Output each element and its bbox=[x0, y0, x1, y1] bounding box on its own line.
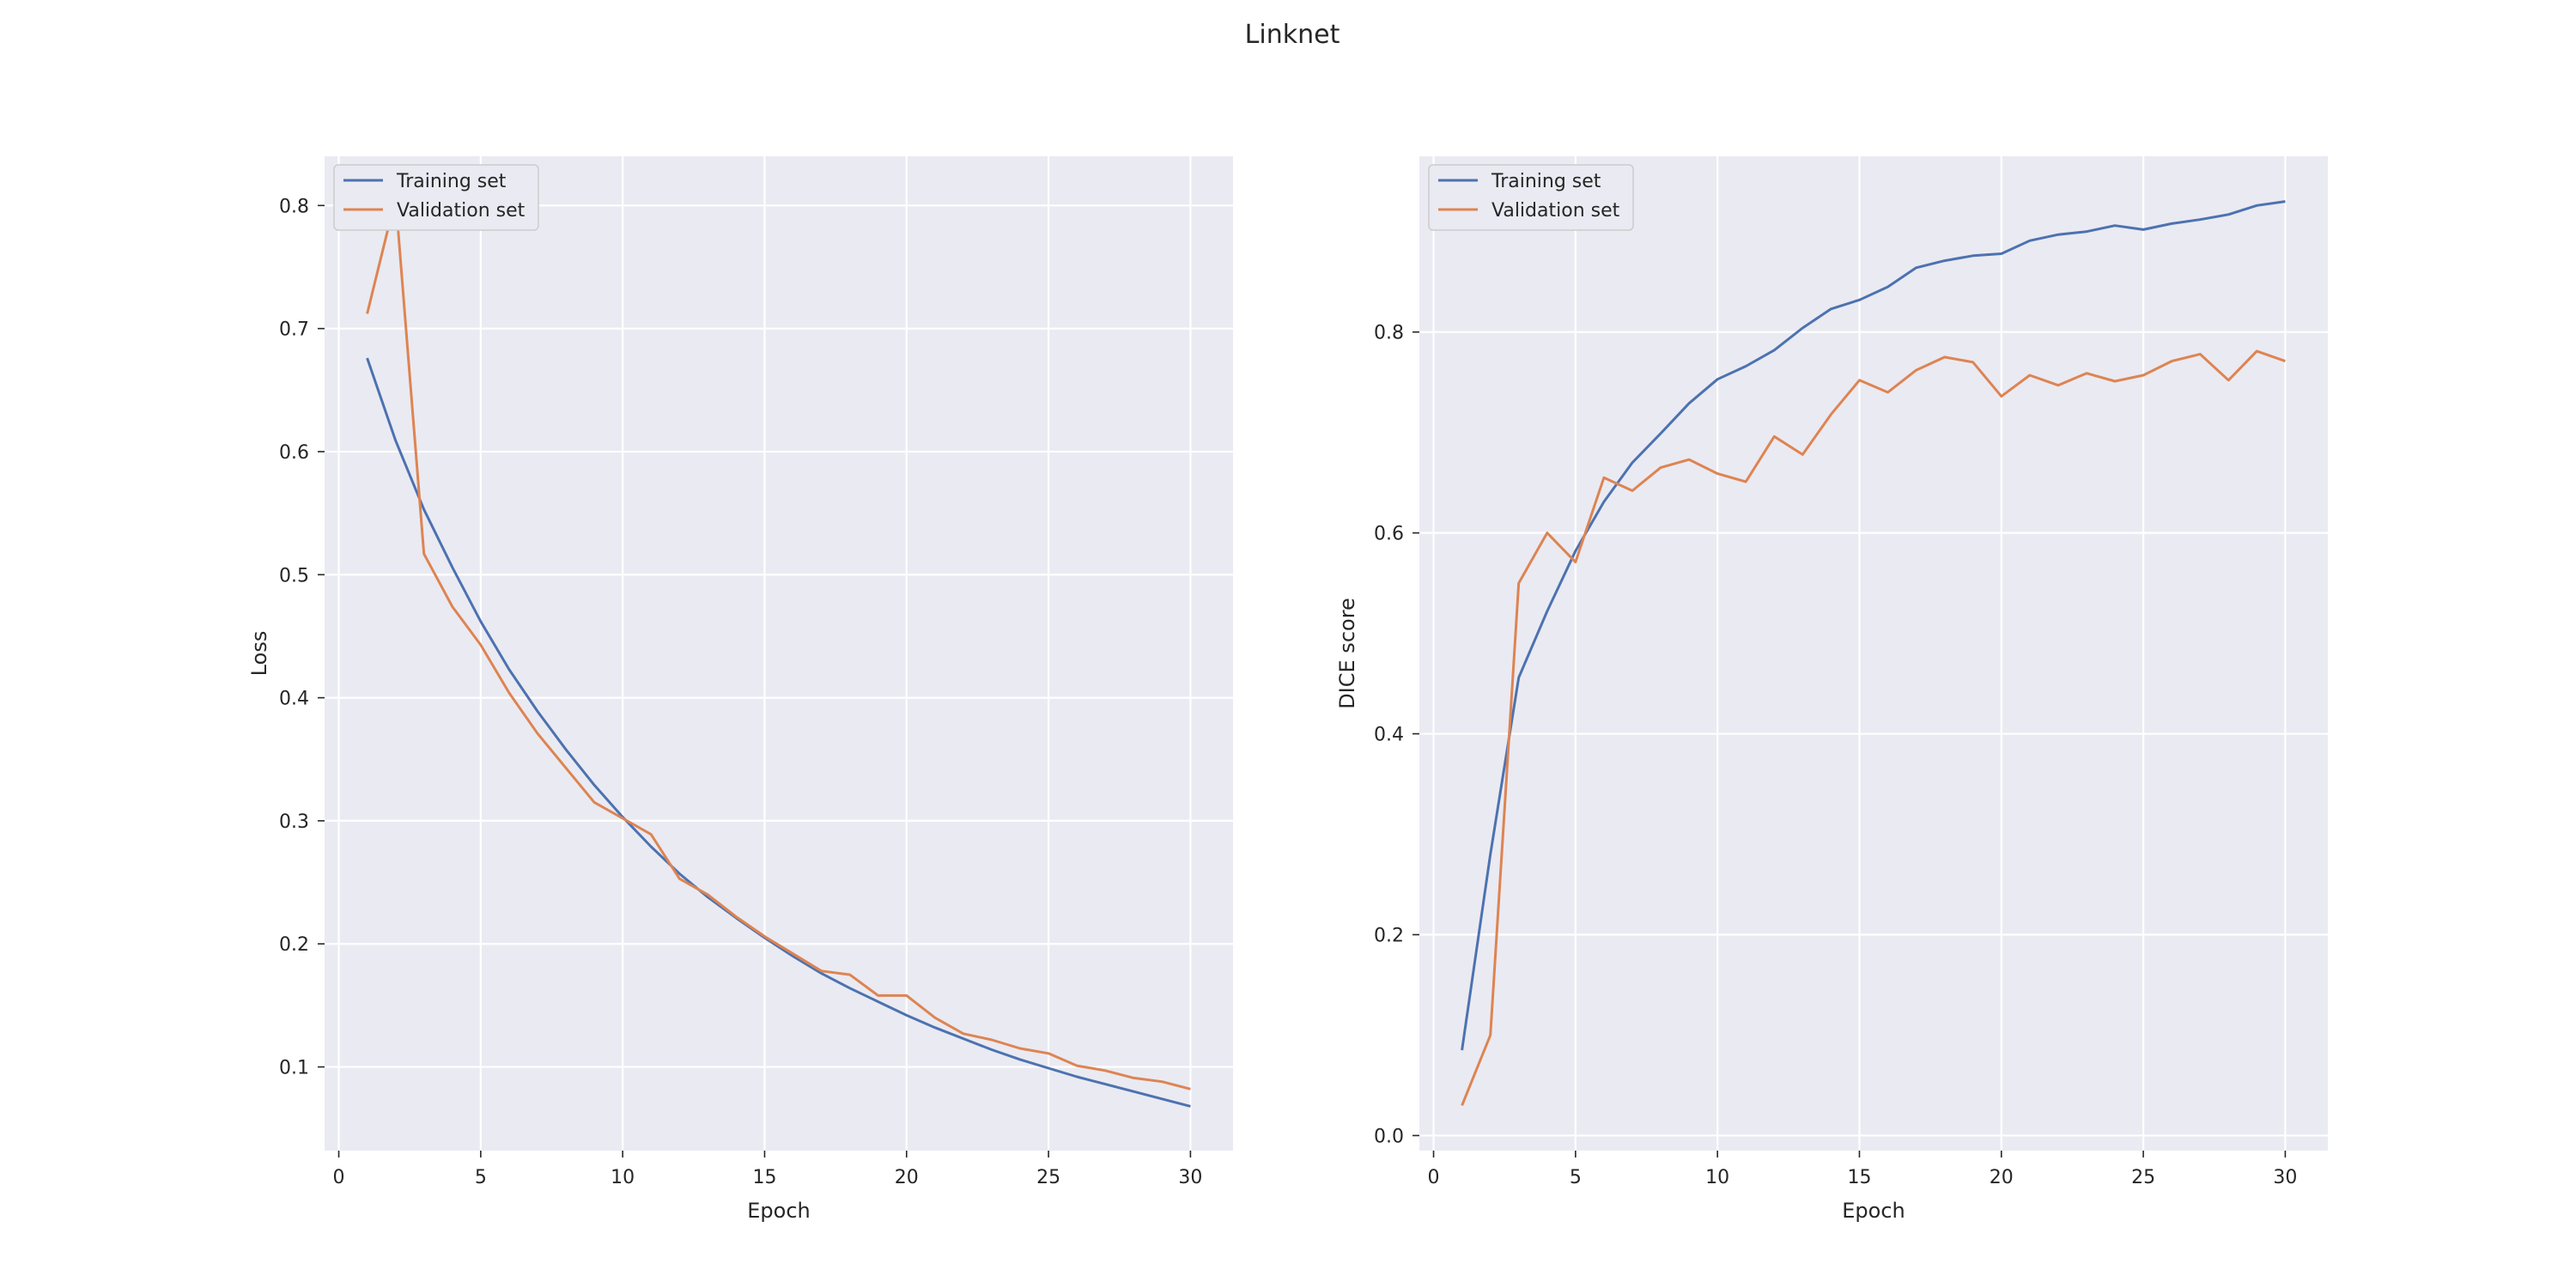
x-tick-label: 0 bbox=[333, 1167, 345, 1188]
x-tick-label: 30 bbox=[1178, 1167, 1202, 1188]
legend: Training set Validation set bbox=[333, 164, 539, 231]
y-tick-label: 0.2 bbox=[1374, 926, 1404, 947]
y-tick-label: 0.7 bbox=[279, 319, 309, 341]
plot-area bbox=[1419, 156, 2328, 1151]
x-tick-label: 5 bbox=[475, 1167, 487, 1188]
figure-title: Linknet bbox=[1245, 20, 1340, 50]
x-axis-label: Epoch bbox=[747, 1199, 811, 1223]
series-line-training-set bbox=[366, 357, 1191, 1108]
x-axis-label: Epoch bbox=[1842, 1199, 1905, 1223]
x-tick-label: 25 bbox=[2131, 1167, 2155, 1188]
y-axis-label: Loss bbox=[247, 631, 271, 677]
legend-label: Training set bbox=[396, 171, 507, 192]
x-tick-label: 10 bbox=[611, 1167, 635, 1188]
dice-score-chart: 0 5 10 15 20 25 30 0.0 0.2 0.4 0.6 0.8 Epoch DICE sco… bbox=[1335, 156, 2328, 1223]
x-tick-label: 0 bbox=[1428, 1167, 1440, 1188]
plot-area bbox=[325, 156, 1233, 1151]
y-tick-label: 0.6 bbox=[279, 442, 309, 464]
x-tick-label: 20 bbox=[895, 1167, 919, 1188]
x-tick-label: 25 bbox=[1036, 1167, 1060, 1188]
y-axis-label: DICE score bbox=[1335, 598, 1359, 709]
legend-label: Validation set bbox=[397, 200, 526, 222]
x-tick-label: 10 bbox=[1705, 1167, 1729, 1188]
y-tick-label: 0.3 bbox=[279, 811, 309, 833]
legend: Training set Validation set bbox=[1428, 164, 1634, 231]
legend-label: Validation set bbox=[1492, 200, 1620, 222]
y-tick-label: 0.4 bbox=[1374, 725, 1404, 746]
y-tick-label: 0.0 bbox=[1374, 1126, 1404, 1147]
x-tick-label: 15 bbox=[752, 1167, 776, 1188]
legend-label: Training set bbox=[1491, 171, 1601, 192]
x-tick-label: 15 bbox=[1847, 1167, 1871, 1188]
x-tick-label: 20 bbox=[1990, 1167, 2014, 1188]
y-tick-label: 0.8 bbox=[1374, 323, 1404, 344]
y-tick-label: 0.5 bbox=[279, 565, 309, 586]
y-tick-label: 0.1 bbox=[279, 1058, 309, 1079]
loss-chart: 0 5 10 15 20 25 30 0.1 0.2 0.3 0.4 0.5 0.6 0.7 0.8 Epoc… bbox=[247, 156, 1233, 1223]
series-line-validation-set bbox=[1461, 349, 2286, 1106]
legend-box bbox=[1428, 164, 1634, 231]
y-tick-label: 0.6 bbox=[1374, 524, 1404, 545]
series-line-validation-set bbox=[366, 197, 1191, 1091]
y-tick-label: 0.2 bbox=[279, 934, 309, 956]
y-tick-label: 0.8 bbox=[279, 196, 309, 217]
series-line-training-set bbox=[1461, 200, 2286, 1051]
x-tick-label: 30 bbox=[2273, 1167, 2297, 1188]
legend-box bbox=[333, 164, 539, 231]
y-tick-label: 0.4 bbox=[279, 689, 309, 710]
x-tick-label: 5 bbox=[1570, 1167, 1582, 1188]
